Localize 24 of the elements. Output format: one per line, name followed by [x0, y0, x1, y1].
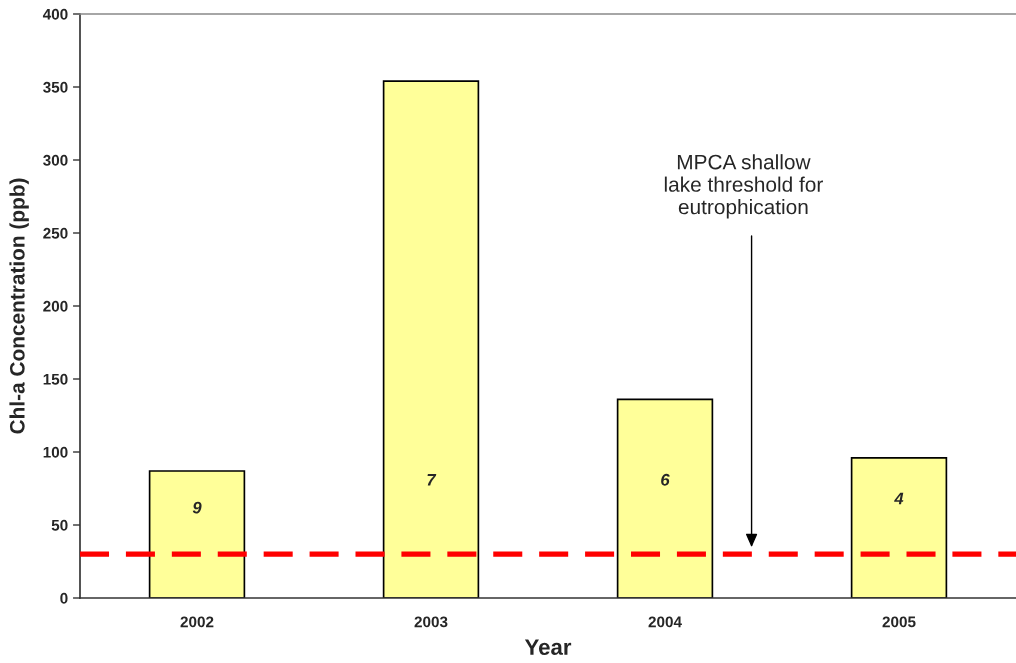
- y-tick-label: 350: [43, 81, 68, 93]
- y-tick-label: 50: [51, 519, 68, 531]
- bar: [616, 398, 714, 598]
- bar: [148, 470, 246, 598]
- y-axis-title: Chl-a Concentration (ppb): [9, 178, 29, 434]
- bar: [850, 457, 948, 598]
- y-tick-label: 250: [43, 227, 68, 239]
- x-axis-title: Year: [524, 639, 572, 655]
- x-tick-label: 2002: [180, 616, 214, 628]
- annotation: 6: [661, 473, 670, 486]
- x-tick-label: 2005: [882, 616, 916, 628]
- annotation: 4: [894, 492, 904, 505]
- y-tick-label: 100: [43, 446, 68, 458]
- y-tick-label: 0: [60, 592, 68, 604]
- annotation: 9: [192, 501, 202, 514]
- x-tick-label: 2003: [414, 616, 448, 628]
- annotation: 7: [427, 474, 437, 486]
- y-tick-label: 200: [43, 300, 68, 312]
- y-tick-label: 400: [42, 8, 68, 20]
- ref-line-label: MPCA shallow lake threshold for eutrophication: [664, 154, 823, 219]
- y-tick-label: 300: [43, 154, 68, 166]
- x-tick-label: 2004: [648, 616, 682, 628]
- bar: [382, 80, 480, 598]
- y-tick-label: 150: [43, 373, 68, 385]
